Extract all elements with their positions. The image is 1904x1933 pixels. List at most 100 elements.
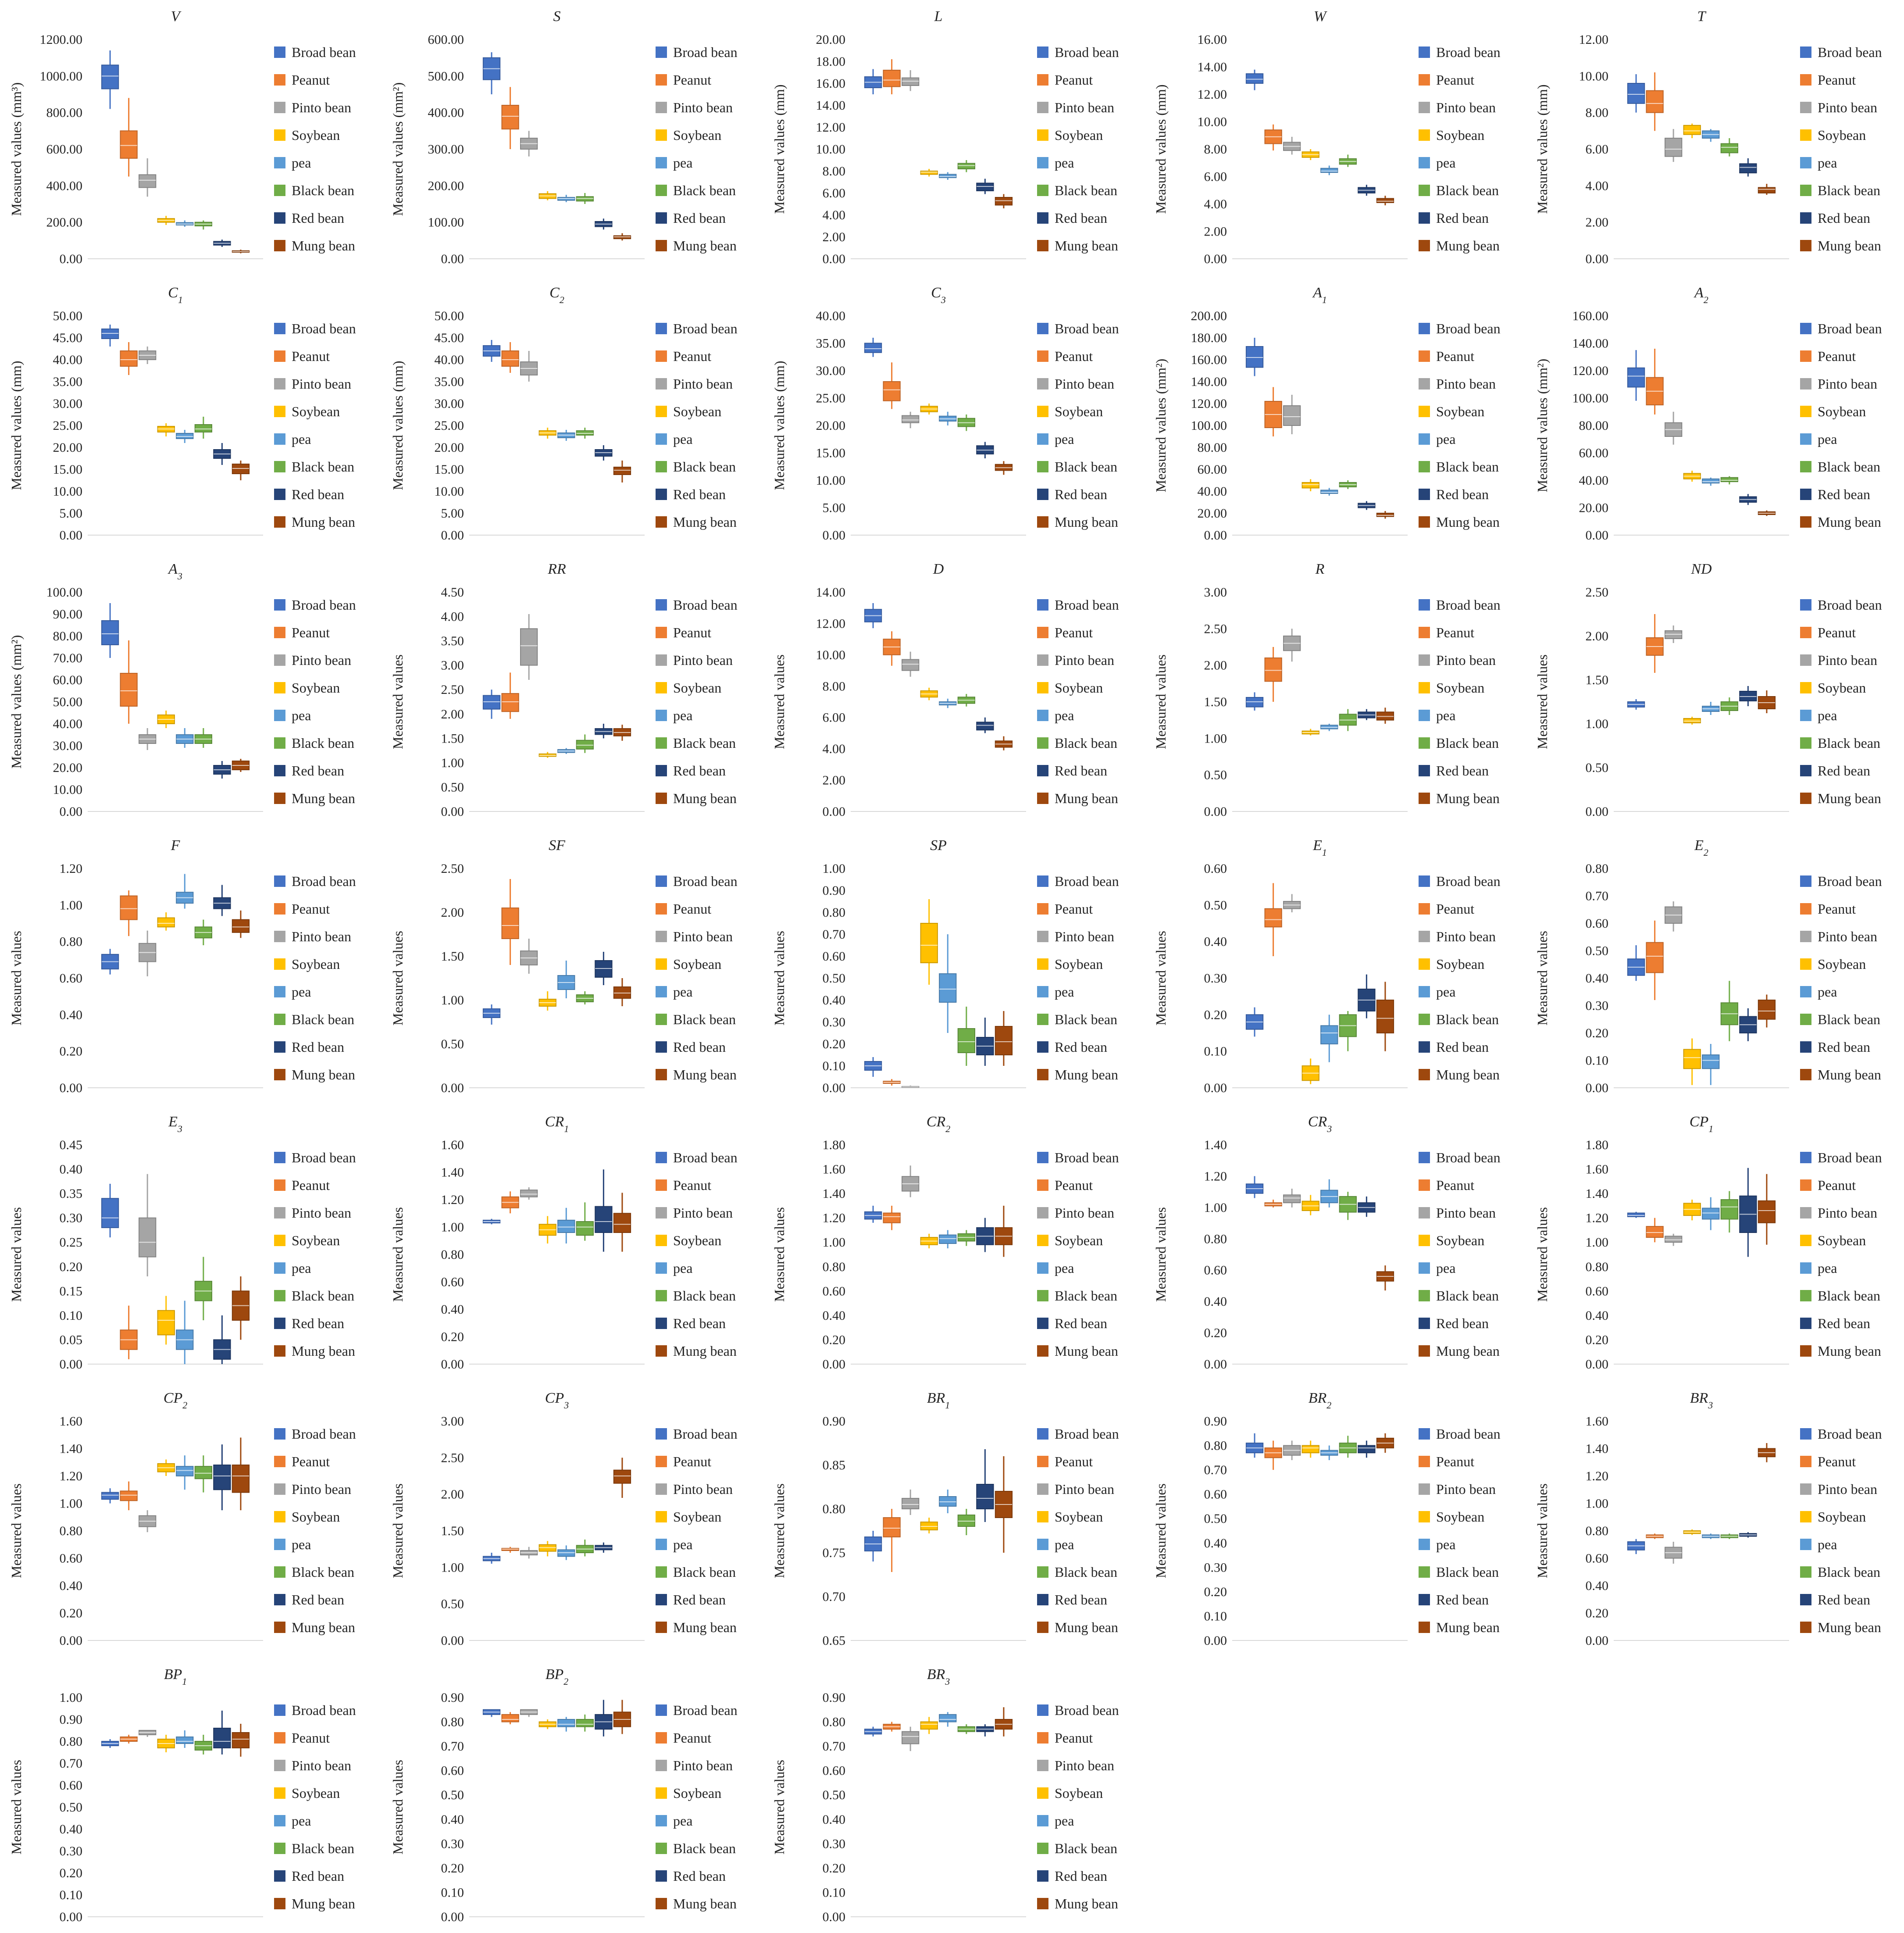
legend-label: Black bean bbox=[673, 1564, 736, 1580]
y-tick-label: 0.50 bbox=[441, 1037, 464, 1051]
y-axis-label: Measured values bbox=[8, 931, 24, 1025]
box-red-bean bbox=[1358, 709, 1376, 720]
box-peanut bbox=[120, 1305, 138, 1359]
iqr-box bbox=[520, 1190, 538, 1197]
iqr-box bbox=[976, 182, 994, 191]
legend-label: Red bean bbox=[292, 486, 344, 502]
legend-label: Pinto bean bbox=[673, 100, 733, 115]
legend-swatch bbox=[1037, 1898, 1048, 1909]
box-broad-bean bbox=[482, 1004, 501, 1025]
y-tick-label: 0.20 bbox=[1586, 1026, 1609, 1040]
y-tick-label: 0.40 bbox=[441, 1812, 464, 1827]
legend-label: pea bbox=[292, 1260, 311, 1276]
y-tick-label: 0.00 bbox=[1204, 804, 1227, 819]
box-pea bbox=[939, 934, 957, 1033]
legend-label: Mung bean bbox=[292, 238, 355, 254]
y-tick-label: 0.10 bbox=[60, 1888, 83, 1902]
legend-swatch bbox=[656, 1152, 667, 1163]
box-black-bean bbox=[957, 1230, 975, 1246]
legend-label: Mung bean bbox=[1818, 1067, 1881, 1083]
legend-swatch bbox=[656, 1069, 667, 1080]
box-broad-bean bbox=[1245, 69, 1264, 90]
legend-swatch bbox=[1800, 1318, 1811, 1329]
y-tick-label: 0.00 bbox=[60, 1633, 83, 1648]
chart-title: CR3 bbox=[1308, 1114, 1332, 1134]
chart-title: A2 bbox=[1694, 285, 1708, 305]
y-tick-label: 8.00 bbox=[823, 164, 846, 179]
y-tick-label: 0.70 bbox=[823, 927, 846, 942]
box-red-bean bbox=[595, 1542, 613, 1553]
legend-label: Black bean bbox=[673, 1011, 736, 1027]
iqr-box bbox=[194, 424, 212, 432]
iqr-box bbox=[482, 695, 501, 710]
legend-label: Red bean bbox=[673, 1592, 726, 1608]
legend-swatch bbox=[1419, 378, 1430, 389]
box-broad-bean bbox=[864, 338, 882, 357]
iqr-box bbox=[232, 919, 250, 933]
y-tick-label: 70.00 bbox=[53, 651, 83, 665]
y-tick-label: 0.00 bbox=[823, 1357, 846, 1372]
legend-label: Peanut bbox=[1055, 901, 1093, 917]
iqr-box bbox=[902, 77, 920, 86]
legend-swatch bbox=[1800, 1041, 1811, 1053]
y-axis-label: Measured values (mm) bbox=[1534, 84, 1550, 214]
chart-panel: E2 Measured values 0.00 0.10 0.20 0.30 0.40 0.5… bbox=[1534, 837, 1882, 1095]
legend-swatch bbox=[274, 765, 285, 776]
iqr-box bbox=[1683, 125, 1701, 135]
box-black-bean bbox=[1339, 480, 1357, 489]
legend-label: pea bbox=[673, 707, 692, 723]
y-tick-label: 600.00 bbox=[46, 142, 83, 157]
box-pinto-bean bbox=[1665, 129, 1683, 162]
legend-label: Soybean bbox=[1818, 127, 1866, 143]
box-soybean bbox=[538, 1541, 556, 1557]
box-pinto-bean bbox=[139, 1510, 157, 1533]
y-tick-label: 0.20 bbox=[60, 1044, 83, 1059]
legend-label: Soybean bbox=[1436, 127, 1484, 143]
legend-swatch bbox=[1419, 461, 1430, 472]
legend-label: Black bean bbox=[673, 459, 736, 475]
legend-label: Broad bean bbox=[292, 1426, 356, 1442]
legend-swatch bbox=[1037, 516, 1048, 528]
legend-swatch bbox=[1037, 627, 1048, 638]
legend-swatch bbox=[656, 1179, 667, 1191]
iqr-box bbox=[1283, 1194, 1301, 1204]
y-tick-label: 120.00 bbox=[1191, 397, 1227, 411]
y-tick-label: 20.00 bbox=[53, 761, 83, 775]
box-red-bean bbox=[1739, 1008, 1757, 1041]
y-tick-label: 8.00 bbox=[823, 679, 846, 693]
chart-title: CP1 bbox=[1690, 1114, 1713, 1134]
legend-swatch bbox=[1419, 489, 1430, 500]
y-tick-label: 0.70 bbox=[441, 1739, 464, 1754]
box-peanut bbox=[120, 342, 138, 375]
legend-label: Pinto bean bbox=[1055, 100, 1114, 115]
legend-swatch bbox=[1419, 1345, 1430, 1357]
chart-title: C2 bbox=[549, 285, 564, 305]
legend-swatch bbox=[1419, 74, 1430, 86]
box-pinto-bean bbox=[139, 1730, 157, 1737]
legend-label: pea bbox=[1436, 431, 1455, 447]
box-mung-bean bbox=[995, 461, 1013, 475]
box-mung-bean bbox=[613, 725, 631, 741]
box-broad-bean bbox=[1627, 699, 1645, 710]
y-tick-label: 60.00 bbox=[53, 673, 83, 687]
y-tick-label: 1.50 bbox=[441, 731, 464, 746]
box-pea bbox=[176, 220, 194, 227]
box-pea bbox=[939, 698, 957, 708]
legend-swatch bbox=[1037, 1179, 1048, 1191]
legend-label: Pinto bean bbox=[1818, 929, 1877, 944]
legend-swatch bbox=[1037, 1511, 1048, 1522]
legend-swatch bbox=[1800, 1207, 1811, 1218]
legend-label: Mung bean bbox=[1055, 1343, 1118, 1359]
legend-swatch bbox=[1419, 599, 1430, 611]
iqr-box bbox=[120, 673, 138, 707]
legend-label: Black bean bbox=[1818, 1288, 1880, 1304]
legend-swatch bbox=[1419, 129, 1430, 141]
y-tick-label: 14.00 bbox=[816, 585, 846, 600]
chart-title-subscript: 3 bbox=[177, 571, 182, 582]
y-tick-label: 10.00 bbox=[816, 473, 846, 488]
y-tick-label: 2.00 bbox=[1586, 629, 1609, 643]
legend-label: Pinto bean bbox=[1818, 376, 1877, 392]
y-tick-label: 3.00 bbox=[1204, 585, 1227, 600]
y-axis-label: Measured values bbox=[771, 931, 787, 1025]
